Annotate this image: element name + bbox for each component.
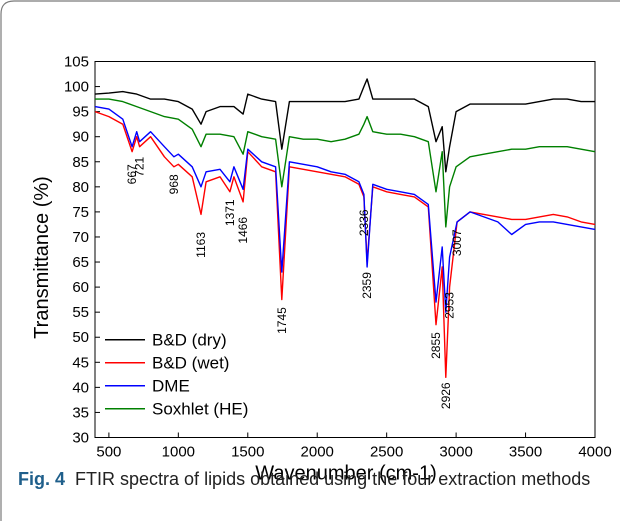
y-tick-label: 75 xyxy=(72,204,89,221)
legend-label: B&D (dry) xyxy=(152,331,227,350)
peak-label: 2953 xyxy=(443,292,457,319)
y-tick-label: 65 xyxy=(72,254,89,271)
caption-text: FTIR spectra of lipids obtained using th… xyxy=(75,469,591,489)
y-tick-label: 85 xyxy=(72,154,89,171)
peak-label: 667 xyxy=(125,164,139,184)
x-tick-label: 1500 xyxy=(231,444,264,461)
x-tick-label: 1000 xyxy=(162,444,195,461)
y-tick-label: 55 xyxy=(72,304,89,321)
series-line-0 xyxy=(94,78,595,173)
peak-label: 1466 xyxy=(236,217,250,244)
y-tick-label: 30 xyxy=(72,430,89,447)
y-tick-label: 70 xyxy=(72,229,89,246)
peak-label: 1371 xyxy=(223,199,237,226)
peak-label: 3007 xyxy=(450,229,464,256)
legend-label: DME xyxy=(152,377,190,396)
peak-label: 2359 xyxy=(360,272,374,299)
x-axis-label: Wavenumber (cm-1) xyxy=(255,463,437,485)
y-tick-label: 105 xyxy=(64,54,89,71)
peak-label: 2855 xyxy=(429,332,443,359)
y-tick-label: 95 xyxy=(72,104,89,121)
series-line-2 xyxy=(94,105,596,313)
peak-label: 1163 xyxy=(194,232,208,258)
x-tick-label: 3000 xyxy=(439,444,472,461)
x-tick-label: 2500 xyxy=(370,444,403,461)
y-tick-label: 45 xyxy=(72,354,89,371)
y-tick-label: 80 xyxy=(72,179,89,196)
peak-label: 1745 xyxy=(275,307,289,334)
peak-label: 721 xyxy=(133,156,147,176)
series-lines xyxy=(94,78,596,378)
y-axis-label: Transmittance (%) xyxy=(31,176,53,339)
legend-label: B&D (wet) xyxy=(152,354,229,373)
axis-ticks: 500 1000 1500 2000 2500 3000 3500 4000 30 35 40 45 5… xyxy=(64,54,612,461)
series-line-3 xyxy=(95,98,596,228)
peak-label: 2926 xyxy=(439,382,453,409)
x-tick-label: 3500 xyxy=(509,444,542,461)
peak-label: 2336 xyxy=(357,209,371,236)
plot-area xyxy=(94,61,596,438)
series-line-1 xyxy=(94,110,596,378)
x-tick-label: 4000 xyxy=(578,444,611,461)
y-tick-label: 35 xyxy=(72,404,89,421)
peak-label: 968 xyxy=(167,174,181,194)
plot-border xyxy=(94,61,596,438)
y-tick-label: 40 xyxy=(72,379,89,396)
figure-label: Fig. 4 xyxy=(18,469,66,489)
figure-caption: Fig. 4 FTIR spectra of lipids obtained u… xyxy=(18,466,608,492)
legend: B&D (dry) B&D (wet) DME Soxhlet (HE) xyxy=(105,331,248,419)
x-tick-label: 2000 xyxy=(301,444,334,461)
legend-label: Soxhlet (HE) xyxy=(152,400,248,419)
y-tick-label: 60 xyxy=(72,279,89,296)
y-tick-label: 50 xyxy=(72,329,89,346)
y-tick-label: 90 xyxy=(72,129,89,146)
y-tick-label: 100 xyxy=(64,79,89,96)
x-tick-label: 500 xyxy=(96,444,121,461)
